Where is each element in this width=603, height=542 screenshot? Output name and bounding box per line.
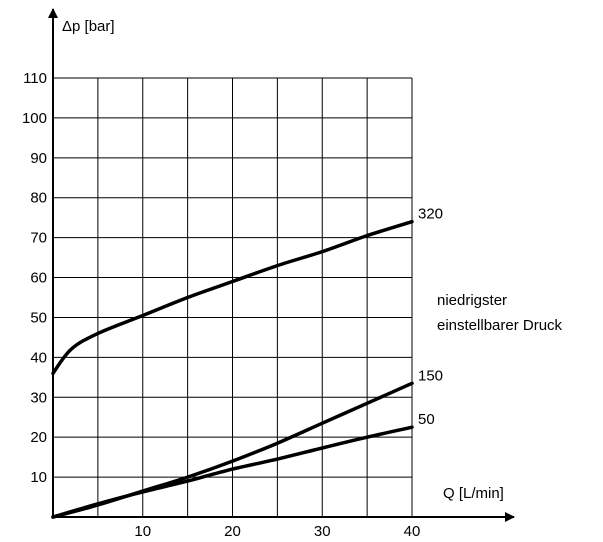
- y-tick-label: 20: [30, 429, 47, 446]
- axes: [48, 8, 515, 522]
- grid: [53, 77, 413, 517]
- y-tick-label: 50: [30, 309, 47, 326]
- annotation-line-1: niedrigster: [437, 292, 507, 309]
- series-line-50: [51, 425, 414, 519]
- x-tick-label: 20: [224, 523, 241, 540]
- y-tick-label: 80: [30, 190, 47, 207]
- series-label-320: 320: [418, 206, 443, 223]
- x-tick-label: 30: [314, 523, 331, 540]
- annotation-line-2: einstellbarer Druck: [437, 317, 563, 334]
- y-tick-label: 10: [30, 469, 47, 486]
- y-tick-label: 100: [22, 110, 47, 127]
- series-label-50: 50: [418, 411, 435, 428]
- y-tick-label: 40: [30, 349, 47, 366]
- y-tick-label: 60: [30, 270, 47, 287]
- x-tick-label: 10: [134, 523, 151, 540]
- series-line-320: [51, 219, 414, 376]
- y-tick-label: 110: [23, 70, 47, 87]
- x-tick-label: 40: [404, 523, 421, 540]
- y-axis-label: Δp [bar]: [62, 18, 115, 35]
- y-tick-label: 30: [30, 389, 47, 406]
- series-label-150: 150: [418, 367, 443, 384]
- labels-group: Δp [bar] Q [L/min] niedrigster einstellb…: [62, 18, 563, 502]
- y-tick-label: 70: [30, 230, 47, 247]
- series-group: 320 150 50: [51, 206, 443, 519]
- tick-labels: 10 20 30 40 50 60 70 80 90 100 110 10 20 30 40: [22, 70, 420, 540]
- x-axis-label: Q [L/min]: [443, 485, 504, 502]
- y-tick-label: 90: [30, 150, 47, 167]
